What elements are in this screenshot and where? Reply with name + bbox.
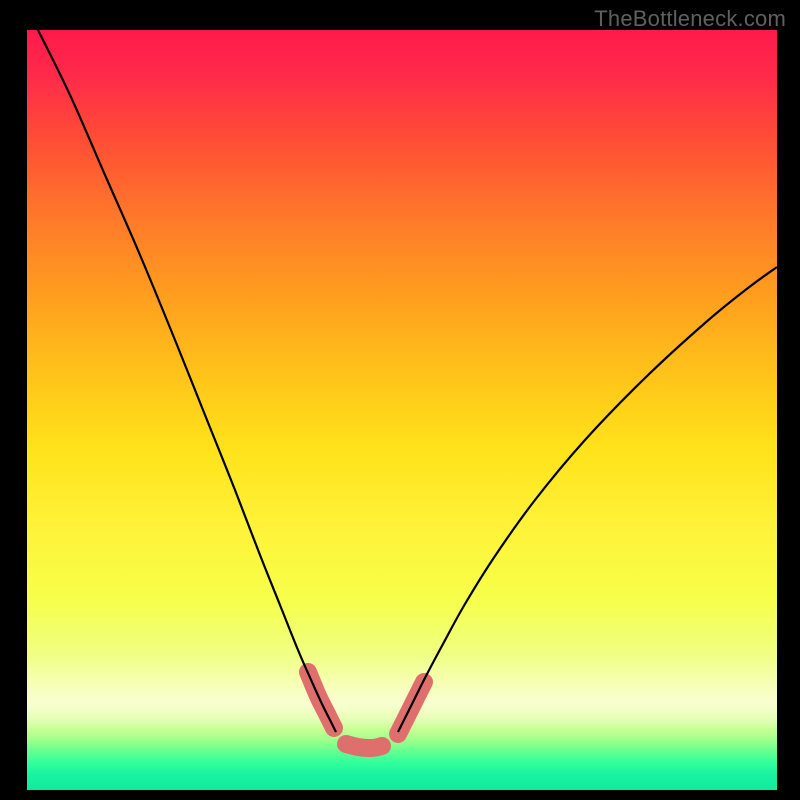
chart-canvas: TheBottleneck.com [0,0,800,800]
plot-area [27,30,777,790]
curve-left [38,30,336,732]
watermark-text: TheBottleneck.com [594,6,786,32]
highlight-segment [346,744,382,748]
curve-right [398,267,777,732]
curve-layer [27,30,777,790]
